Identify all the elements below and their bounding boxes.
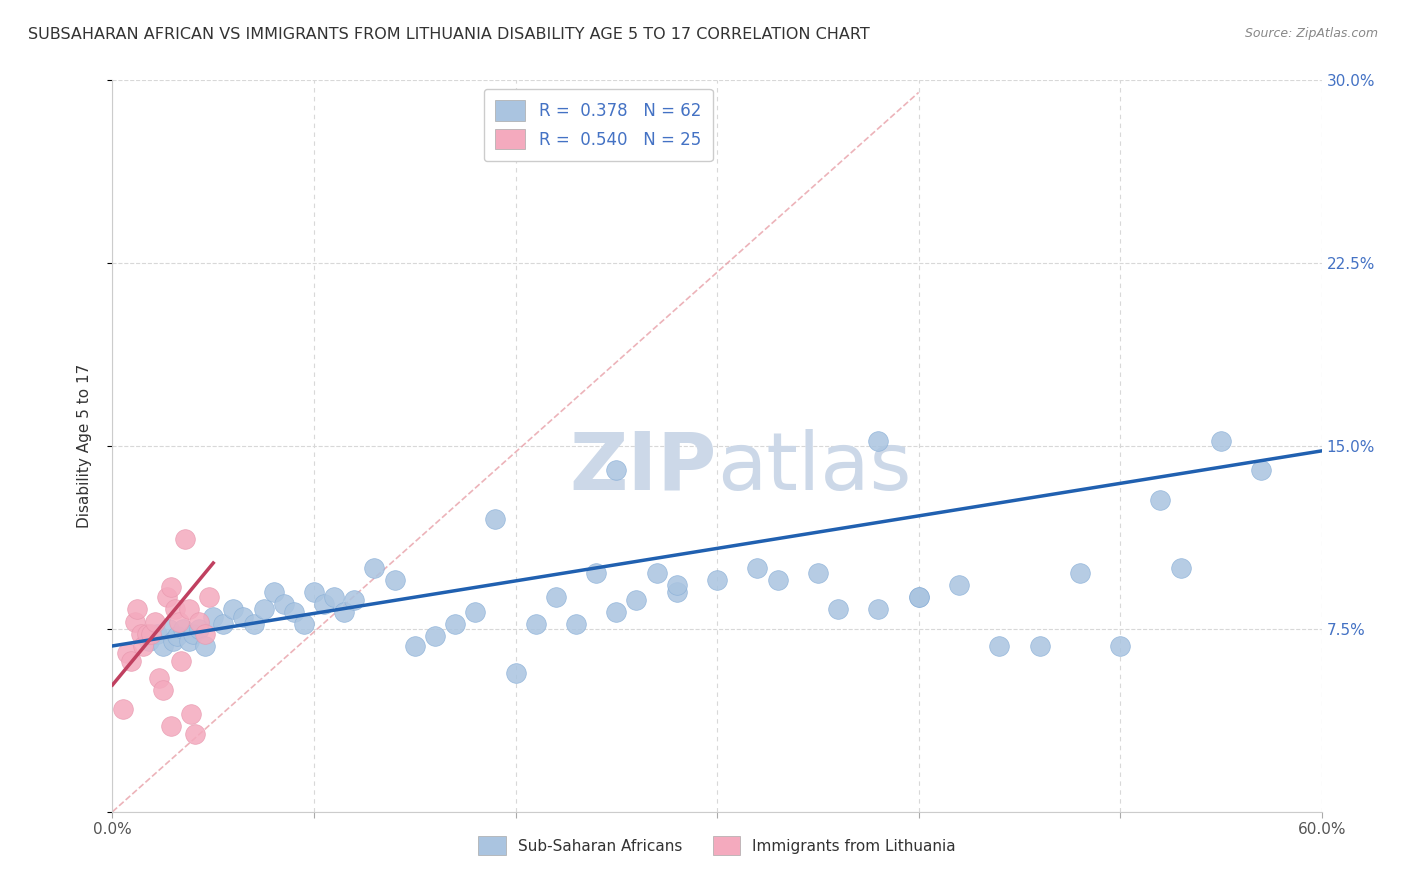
Point xyxy=(323,590,346,604)
Y-axis label: Disability Age 5 to 17: Disability Age 5 to 17 xyxy=(77,364,91,528)
Point xyxy=(152,682,174,697)
Point xyxy=(363,561,385,575)
Point xyxy=(188,615,211,629)
Point xyxy=(135,626,157,640)
Point xyxy=(115,646,138,660)
Point xyxy=(333,605,356,619)
Point xyxy=(166,629,188,643)
Point xyxy=(807,566,830,580)
Point xyxy=(907,590,929,604)
Point xyxy=(747,561,769,575)
Point xyxy=(645,566,668,580)
Point xyxy=(302,585,325,599)
Point xyxy=(242,617,264,632)
Point xyxy=(263,585,285,599)
Point xyxy=(125,602,148,616)
Point xyxy=(988,639,1011,653)
Point xyxy=(139,626,162,640)
Point xyxy=(212,617,235,632)
Point xyxy=(384,573,406,587)
Text: SUBSAHARAN AFRICAN VS IMMIGRANTS FROM LITHUANIA DISABILITY AGE 5 TO 17 CORRELATI: SUBSAHARAN AFRICAN VS IMMIGRANTS FROM LI… xyxy=(28,27,870,42)
Point xyxy=(162,634,184,648)
Point xyxy=(626,592,648,607)
Point xyxy=(177,634,200,648)
Point xyxy=(194,639,217,653)
Point xyxy=(172,622,194,636)
Point xyxy=(143,615,166,629)
Point xyxy=(177,602,200,616)
Point xyxy=(868,434,890,449)
Point xyxy=(404,639,426,653)
Point xyxy=(827,602,849,616)
Point xyxy=(766,573,789,587)
Point xyxy=(605,463,627,477)
Point xyxy=(706,573,728,587)
Point xyxy=(524,617,547,632)
Point xyxy=(170,654,193,668)
Point xyxy=(120,654,142,668)
Point xyxy=(194,626,217,640)
Text: Source: ZipAtlas.com: Source: ZipAtlas.com xyxy=(1244,27,1378,40)
Point xyxy=(232,609,254,624)
Point xyxy=(156,590,179,604)
Point xyxy=(160,719,183,733)
Point xyxy=(157,622,180,636)
Point xyxy=(167,615,190,629)
Point xyxy=(1170,561,1192,575)
Point xyxy=(544,590,567,604)
Point xyxy=(132,639,155,653)
Point xyxy=(423,629,446,643)
Point xyxy=(163,602,186,616)
Point xyxy=(484,512,506,526)
Point xyxy=(605,605,627,619)
Point xyxy=(1069,566,1091,580)
Point xyxy=(948,578,970,592)
Point xyxy=(665,585,688,599)
Point xyxy=(181,626,204,640)
Point xyxy=(505,665,527,680)
Point xyxy=(202,609,225,624)
Point xyxy=(283,605,305,619)
Text: ZIP: ZIP xyxy=(569,429,717,507)
Point xyxy=(312,598,335,612)
Point xyxy=(1109,639,1132,653)
Point xyxy=(1209,434,1232,449)
Point xyxy=(152,639,174,653)
Point xyxy=(1028,639,1050,653)
Point xyxy=(1250,463,1272,477)
Point xyxy=(146,626,169,640)
Point xyxy=(464,605,486,619)
Text: atlas: atlas xyxy=(717,429,911,507)
Point xyxy=(111,702,134,716)
Point xyxy=(343,592,366,607)
Point xyxy=(184,727,207,741)
Point xyxy=(907,590,929,604)
Point xyxy=(188,622,211,636)
Point xyxy=(444,617,467,632)
Point xyxy=(868,602,890,616)
Point xyxy=(198,590,221,604)
Point xyxy=(1149,492,1171,507)
Point xyxy=(585,566,607,580)
Point xyxy=(565,617,588,632)
Point xyxy=(253,602,276,616)
Point xyxy=(160,581,183,595)
Point xyxy=(174,532,197,546)
Point xyxy=(273,598,295,612)
Point xyxy=(138,634,160,648)
Point xyxy=(665,578,688,592)
Point xyxy=(148,671,170,685)
Point xyxy=(222,602,245,616)
Point xyxy=(124,615,146,629)
Point xyxy=(180,707,202,722)
Point xyxy=(129,626,152,640)
Point xyxy=(292,617,315,632)
Legend: Sub-Saharan Africans, Immigrants from Lithuania: Sub-Saharan Africans, Immigrants from Li… xyxy=(471,829,963,863)
